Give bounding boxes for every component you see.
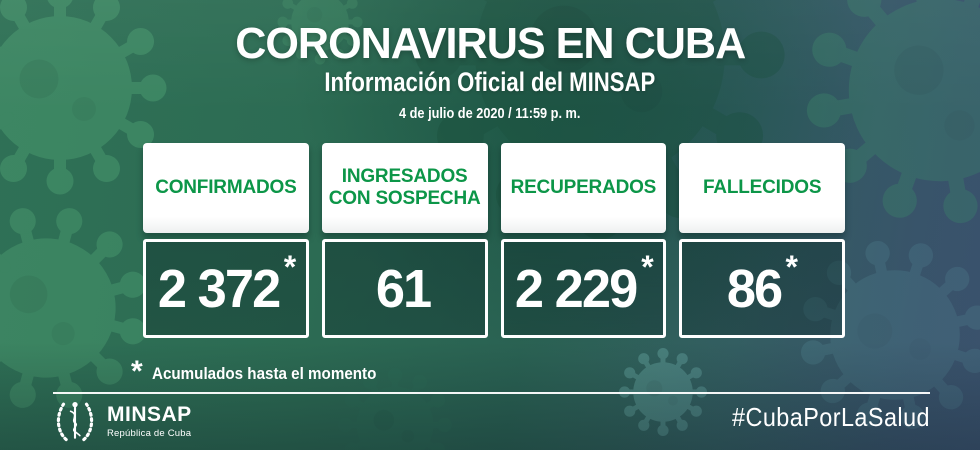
stat-value-panel: 2 372 * [143,239,309,338]
minsap-logo: MINSAP República de Cuba [52,398,192,444]
stat-label: FALLECIDOS [679,143,845,233]
stat-label: INGRESADOS CON SOSPECHA [321,143,488,233]
hashtag: #CubaPorLaSalud [732,402,930,432]
org-name: MINSAP [107,402,192,426]
asterisk-marker: * [641,248,654,285]
asterisk-icon: * [131,355,143,388]
stat-value: 2 229 [514,258,638,319]
divider-line [53,392,930,394]
stat-card-confirmados: CONFIRMADOS 2 372 * [143,143,309,338]
footnote-text: Acumulados hasta el momento [151,365,377,383]
stat-value: 86 [727,258,783,319]
report-date: 4 de julio de 2020 / 11:59 p. m. [0,105,980,122]
stat-label: CONFIRMADOS [143,143,309,233]
stat-value: 2 372 [157,258,280,319]
stat-value-panel: 2 229 * [500,239,667,338]
asterisk-marker: * [785,248,798,285]
logo-text: MINSAP República de Cuba [107,403,192,439]
org-subtitle: República de Cuba [107,428,192,440]
page-subtitle-text: Información Oficial del MINSAP [324,67,656,98]
stat-card-ingresados: INGRESADOS CON SOSPECHA 61 [321,143,488,338]
stat-label: RECUPERADOS [500,143,667,233]
report-date-text: 4 de julio de 2020 / 11:59 p. m. [399,104,581,122]
stat-value-panel: 86 * [679,239,845,338]
page-title: CORONAVIRUS EN CUBA [234,19,746,68]
minsap-emblem-icon [56,401,94,442]
stat-card-recuperados: RECUPERADOS 2 229 * [500,143,667,338]
footnote: * Acumulados hasta el momento [131,357,396,387]
stat-value: 61 [375,258,432,319]
stats-row: CONFIRMADOS 2 372 * INGRESADOS CON SOSPEC… [143,143,845,338]
stat-value-panel: 61 [321,239,488,338]
page-subtitle: Información Oficial del MINSAP [0,67,980,98]
asterisk-marker: * [283,248,297,285]
stat-card-fallecidos: FALLECIDOS 86 * [679,143,845,338]
header: CORONAVIRUS EN CUBA Información Oficial … [0,0,980,122]
